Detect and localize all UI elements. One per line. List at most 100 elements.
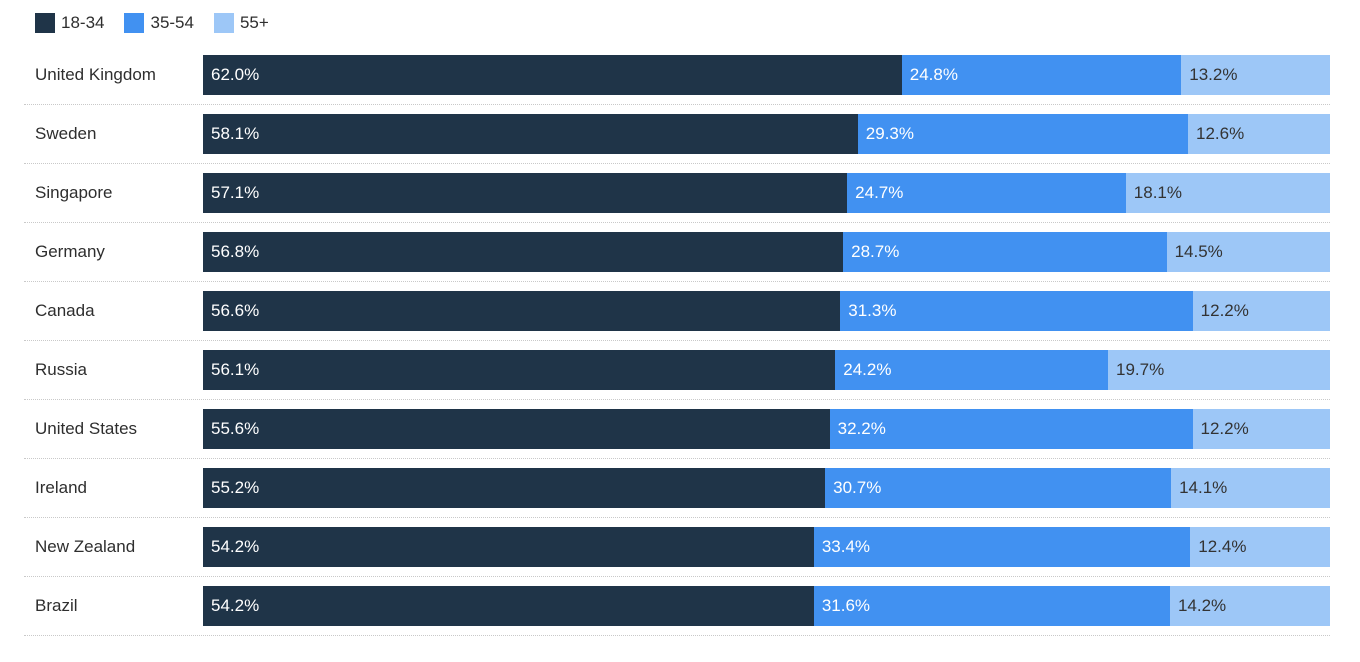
bar-value-label: 56.6% <box>211 301 260 320</box>
chart-row: Canada 56.6% 31.3% 12.2% <box>24 282 1331 341</box>
bar-segment-18-34: 62.0% <box>203 55 902 95</box>
bar-value-label: 14.2% <box>1177 596 1227 615</box>
bar-value-label: 56.1% <box>211 360 260 379</box>
bar-value-label: 18.1% <box>1133 183 1182 202</box>
bar-value-label: 56.8% <box>211 242 260 261</box>
legend-label: 35-54 <box>150 13 194 32</box>
legend-swatch-icon <box>124 13 145 33</box>
category-label: Canada <box>35 301 95 320</box>
legend: 18-34 35-54 55+ <box>35 12 1330 34</box>
bar-segment-35-54: 24.2% <box>835 350 1108 390</box>
chart-row: Singapore 57.1% 24.7% 18.1% <box>24 164 1330 223</box>
bar-value-label: 24.7% <box>855 183 904 202</box>
chart-row: United States 55.6% 32.2% 12.2% <box>24 400 1330 459</box>
bar-segment-55+: 18.1% <box>1125 173 1330 213</box>
chart-row: United Kingdom 62.0% 24.8% 13.2% <box>24 46 1330 105</box>
chart-row: Russia 56.1% 24.2% 19.7% <box>24 341 1330 400</box>
chart-row: Ireland 55.2% 30.7% 14.1% <box>24 459 1330 518</box>
bar-segment-18-34: 56.6% <box>203 291 841 331</box>
bar-value-label: 62.0% <box>211 65 260 84</box>
chart: United Kingdom 62.0% 24.8% 13.2% Sweden 58.1%… <box>24 46 1331 636</box>
bar-group: 54.2% 31.6% 14.2% <box>203 586 1330 626</box>
bar-value-label: 14.1% <box>1179 478 1228 497</box>
bar-value-label: 30.7% <box>833 478 882 497</box>
legend-label: 55+ <box>239 13 269 32</box>
bar-segment-35-54: 24.8% <box>901 55 1182 95</box>
chart-row: Sweden 58.1% 29.3% 12.6% <box>24 105 1330 164</box>
bar-value-label: 29.3% <box>865 124 914 143</box>
legend-item-55+: 55+ <box>213 13 269 33</box>
bar-segment-55+: 12.2% <box>1192 409 1330 449</box>
category-label: Brazil <box>35 596 78 615</box>
bar-group: 62.0% 24.8% 13.2% <box>203 55 1330 95</box>
legend-swatch-icon <box>213 13 234 33</box>
legend-swatch-icon <box>35 13 55 33</box>
bar-group: 57.1% 24.7% 18.1% <box>203 173 1330 213</box>
chart-row: Germany 56.8% 28.7% 14.5% <box>24 223 1331 282</box>
bar-segment-35-54: 31.6% <box>813 586 1170 626</box>
bar-segment-35-54: 30.7% <box>825 468 1172 508</box>
bar-segment-55+: 12.6% <box>1188 114 1330 154</box>
bar-value-label: 33.4% <box>821 537 871 556</box>
legend-label: 18-34 <box>61 13 105 32</box>
bar-value-label: 28.7% <box>851 242 900 261</box>
bar-value-label: 24.8% <box>909 65 958 84</box>
bar-value-label: 55.6% <box>211 419 260 438</box>
bar-value-label: 12.6% <box>1196 124 1245 143</box>
legend-item-18-34: 18-34 <box>35 13 104 33</box>
bar-value-label: 32.2% <box>837 419 886 438</box>
bar-segment-55+: 13.2% <box>1181 55 1330 95</box>
bar-value-label: 31.3% <box>848 301 897 320</box>
bar-group: 58.1% 29.3% 12.6% <box>203 114 1330 154</box>
bar-value-label: 58.1% <box>211 124 260 143</box>
bar-segment-35-54: 31.3% <box>840 291 1193 331</box>
bar-group: 55.6% 32.2% 12.2% <box>203 409 1330 449</box>
bar-segment-18-34: 57.1% <box>203 173 848 213</box>
bar-group: 54.2% 33.4% 12.4% <box>203 527 1330 567</box>
bar-segment-55+: 19.7% <box>1107 350 1330 390</box>
bar-value-label: 12.4% <box>1198 537 1247 556</box>
bar-segment-35-54: 33.4% <box>813 527 1191 567</box>
bar-segment-55+: 12.2% <box>1192 291 1331 331</box>
category-label: Sweden <box>35 124 97 143</box>
bar-value-label: 19.7% <box>1115 360 1165 379</box>
bar-group: 56.8% 28.7% 14.5% <box>203 232 1331 272</box>
category-label: Ireland <box>35 478 87 497</box>
bar-value-label: 57.1% <box>211 183 260 202</box>
bar-segment-18-34: 55.2% <box>203 468 826 508</box>
bar-value-label: 54.2% <box>211 537 260 556</box>
bar-value-label: 12.2% <box>1200 419 1249 438</box>
bar-group: 55.2% 30.7% 14.1% <box>203 468 1330 508</box>
category-label: New Zealand <box>35 537 136 556</box>
bar-segment-55+: 14.2% <box>1169 586 1330 626</box>
bar-segment-35-54: 29.3% <box>857 114 1188 154</box>
bar-value-label: 24.2% <box>843 360 892 379</box>
bar-segment-55+: 12.4% <box>1190 527 1330 567</box>
bar-segment-35-54: 32.2% <box>829 409 1193 449</box>
category-label: Russia <box>35 360 87 379</box>
bar-value-label: 55.2% <box>211 478 260 497</box>
bar-segment-18-34: 54.2% <box>203 527 814 567</box>
bar-segment-18-34: 55.6% <box>203 409 830 449</box>
bar-value-label: 54.2% <box>211 596 260 615</box>
bar-segment-18-34: 56.1% <box>203 350 836 390</box>
bar-group: 56.6% 31.3% 12.2% <box>203 291 1331 331</box>
bar-segment-18-34: 56.8% <box>203 232 844 272</box>
bar-segment-35-54: 28.7% <box>843 232 1167 272</box>
bar-value-label: 14.5% <box>1174 242 1223 261</box>
bar-segment-18-34: 54.2% <box>203 586 814 626</box>
category-label: United Kingdom <box>35 65 156 84</box>
bar-segment-55+: 14.1% <box>1171 468 1330 508</box>
bar-segment-18-34: 58.1% <box>203 114 858 154</box>
bar-segment-55+: 14.5% <box>1166 232 1331 272</box>
bar-value-label: 31.6% <box>821 596 871 615</box>
bar-value-label: 13.2% <box>1189 65 1238 84</box>
category-label: Singapore <box>35 183 113 202</box>
chart-row: Brazil 54.2% 31.6% 14.2% <box>24 577 1330 636</box>
bar-segment-35-54: 24.7% <box>847 173 1126 213</box>
category-label: Germany <box>35 242 105 261</box>
bar-group: 56.1% 24.2% 19.7% <box>203 350 1330 390</box>
chart-row: New Zealand 54.2% 33.4% 12.4% <box>24 518 1330 577</box>
category-label: United States <box>35 419 138 438</box>
